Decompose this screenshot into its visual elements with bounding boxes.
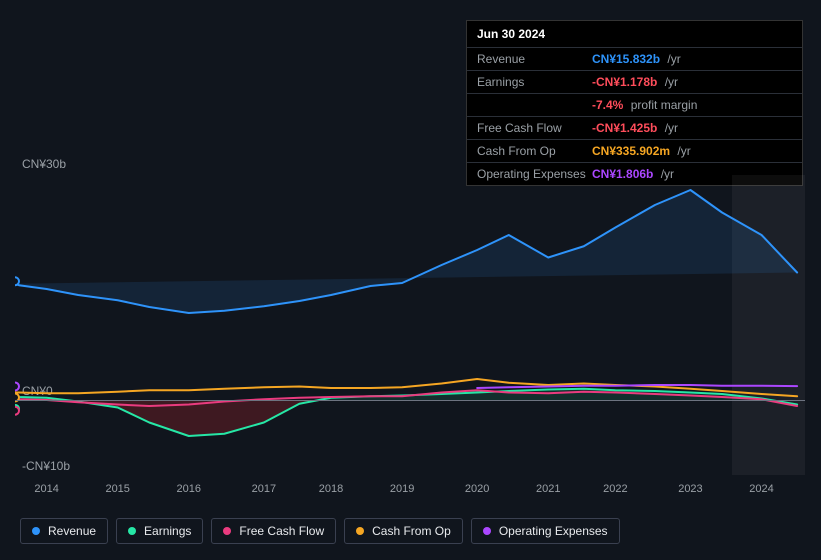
legend-item[interactable]: Operating Expenses [471,518,620,544]
x-axis-label: 2024 [749,483,773,495]
legend-dot-icon [223,527,231,535]
legend-label: Operating Expenses [499,524,608,538]
legend-label: Earnings [144,524,191,538]
legend-dot-icon [32,527,40,535]
legend-dot-icon [483,527,491,535]
x-axis-label: 2019 [390,483,414,495]
zero-baseline [15,400,805,401]
legend-label: Cash From Op [372,524,451,538]
info-row-value: CN¥335.902m /yr [592,144,792,158]
info-row-label: Earnings [477,75,592,89]
info-date: Jun 30 2024 [467,21,802,47]
chart-plot [15,175,805,475]
legend-label: Revenue [48,524,96,538]
x-axis-label: 2017 [252,483,276,495]
x-axis-label: 2018 [319,483,343,495]
info-row-label: Free Cash Flow [477,121,592,135]
info-profit-margin: .-7.4% profit margin [467,93,802,116]
legend-item[interactable]: Free Cash Flow [211,518,336,544]
legend-item[interactable]: Cash From Op [344,518,463,544]
financial-chart: Jun 30 2024 RevenueCN¥15.832b /yrEarning… [0,0,821,560]
info-row: RevenueCN¥15.832b /yr [467,47,802,70]
legend-dot-icon [128,527,136,535]
info-row-label: Revenue [477,52,592,66]
x-axis-label: 2014 [34,483,58,495]
legend-item[interactable]: Revenue [20,518,108,544]
x-axis-label: 2015 [105,483,129,495]
info-row-value: -CN¥1.425b /yr [592,121,792,135]
info-row: Free Cash Flow-CN¥1.425b /yr [467,116,802,139]
info-row: Earnings-CN¥1.178b /yr [467,70,802,93]
chart-svg [15,175,805,475]
x-axis-label: 2020 [465,483,489,495]
info-row-value: CN¥15.832b /yr [592,52,792,66]
y-axis-max: CN¥30b [22,157,66,171]
legend-item[interactable]: Earnings [116,518,203,544]
x-axis-label: 2021 [536,483,560,495]
info-row-value: -CN¥1.178b /yr [592,75,792,89]
info-panel: Jun 30 2024 RevenueCN¥15.832b /yrEarning… [466,20,803,186]
x-axis-label: 2016 [177,483,201,495]
info-row-label: Cash From Op [477,144,592,158]
info-row: Cash From OpCN¥335.902m /yr [467,139,802,162]
legend-dot-icon [356,527,364,535]
chart-legend: Revenue Earnings Free Cash Flow Cash From O… [20,518,620,544]
legend-label: Free Cash Flow [239,524,324,538]
x-axis-label: 2023 [678,483,702,495]
x-axis-label: 2022 [603,483,627,495]
